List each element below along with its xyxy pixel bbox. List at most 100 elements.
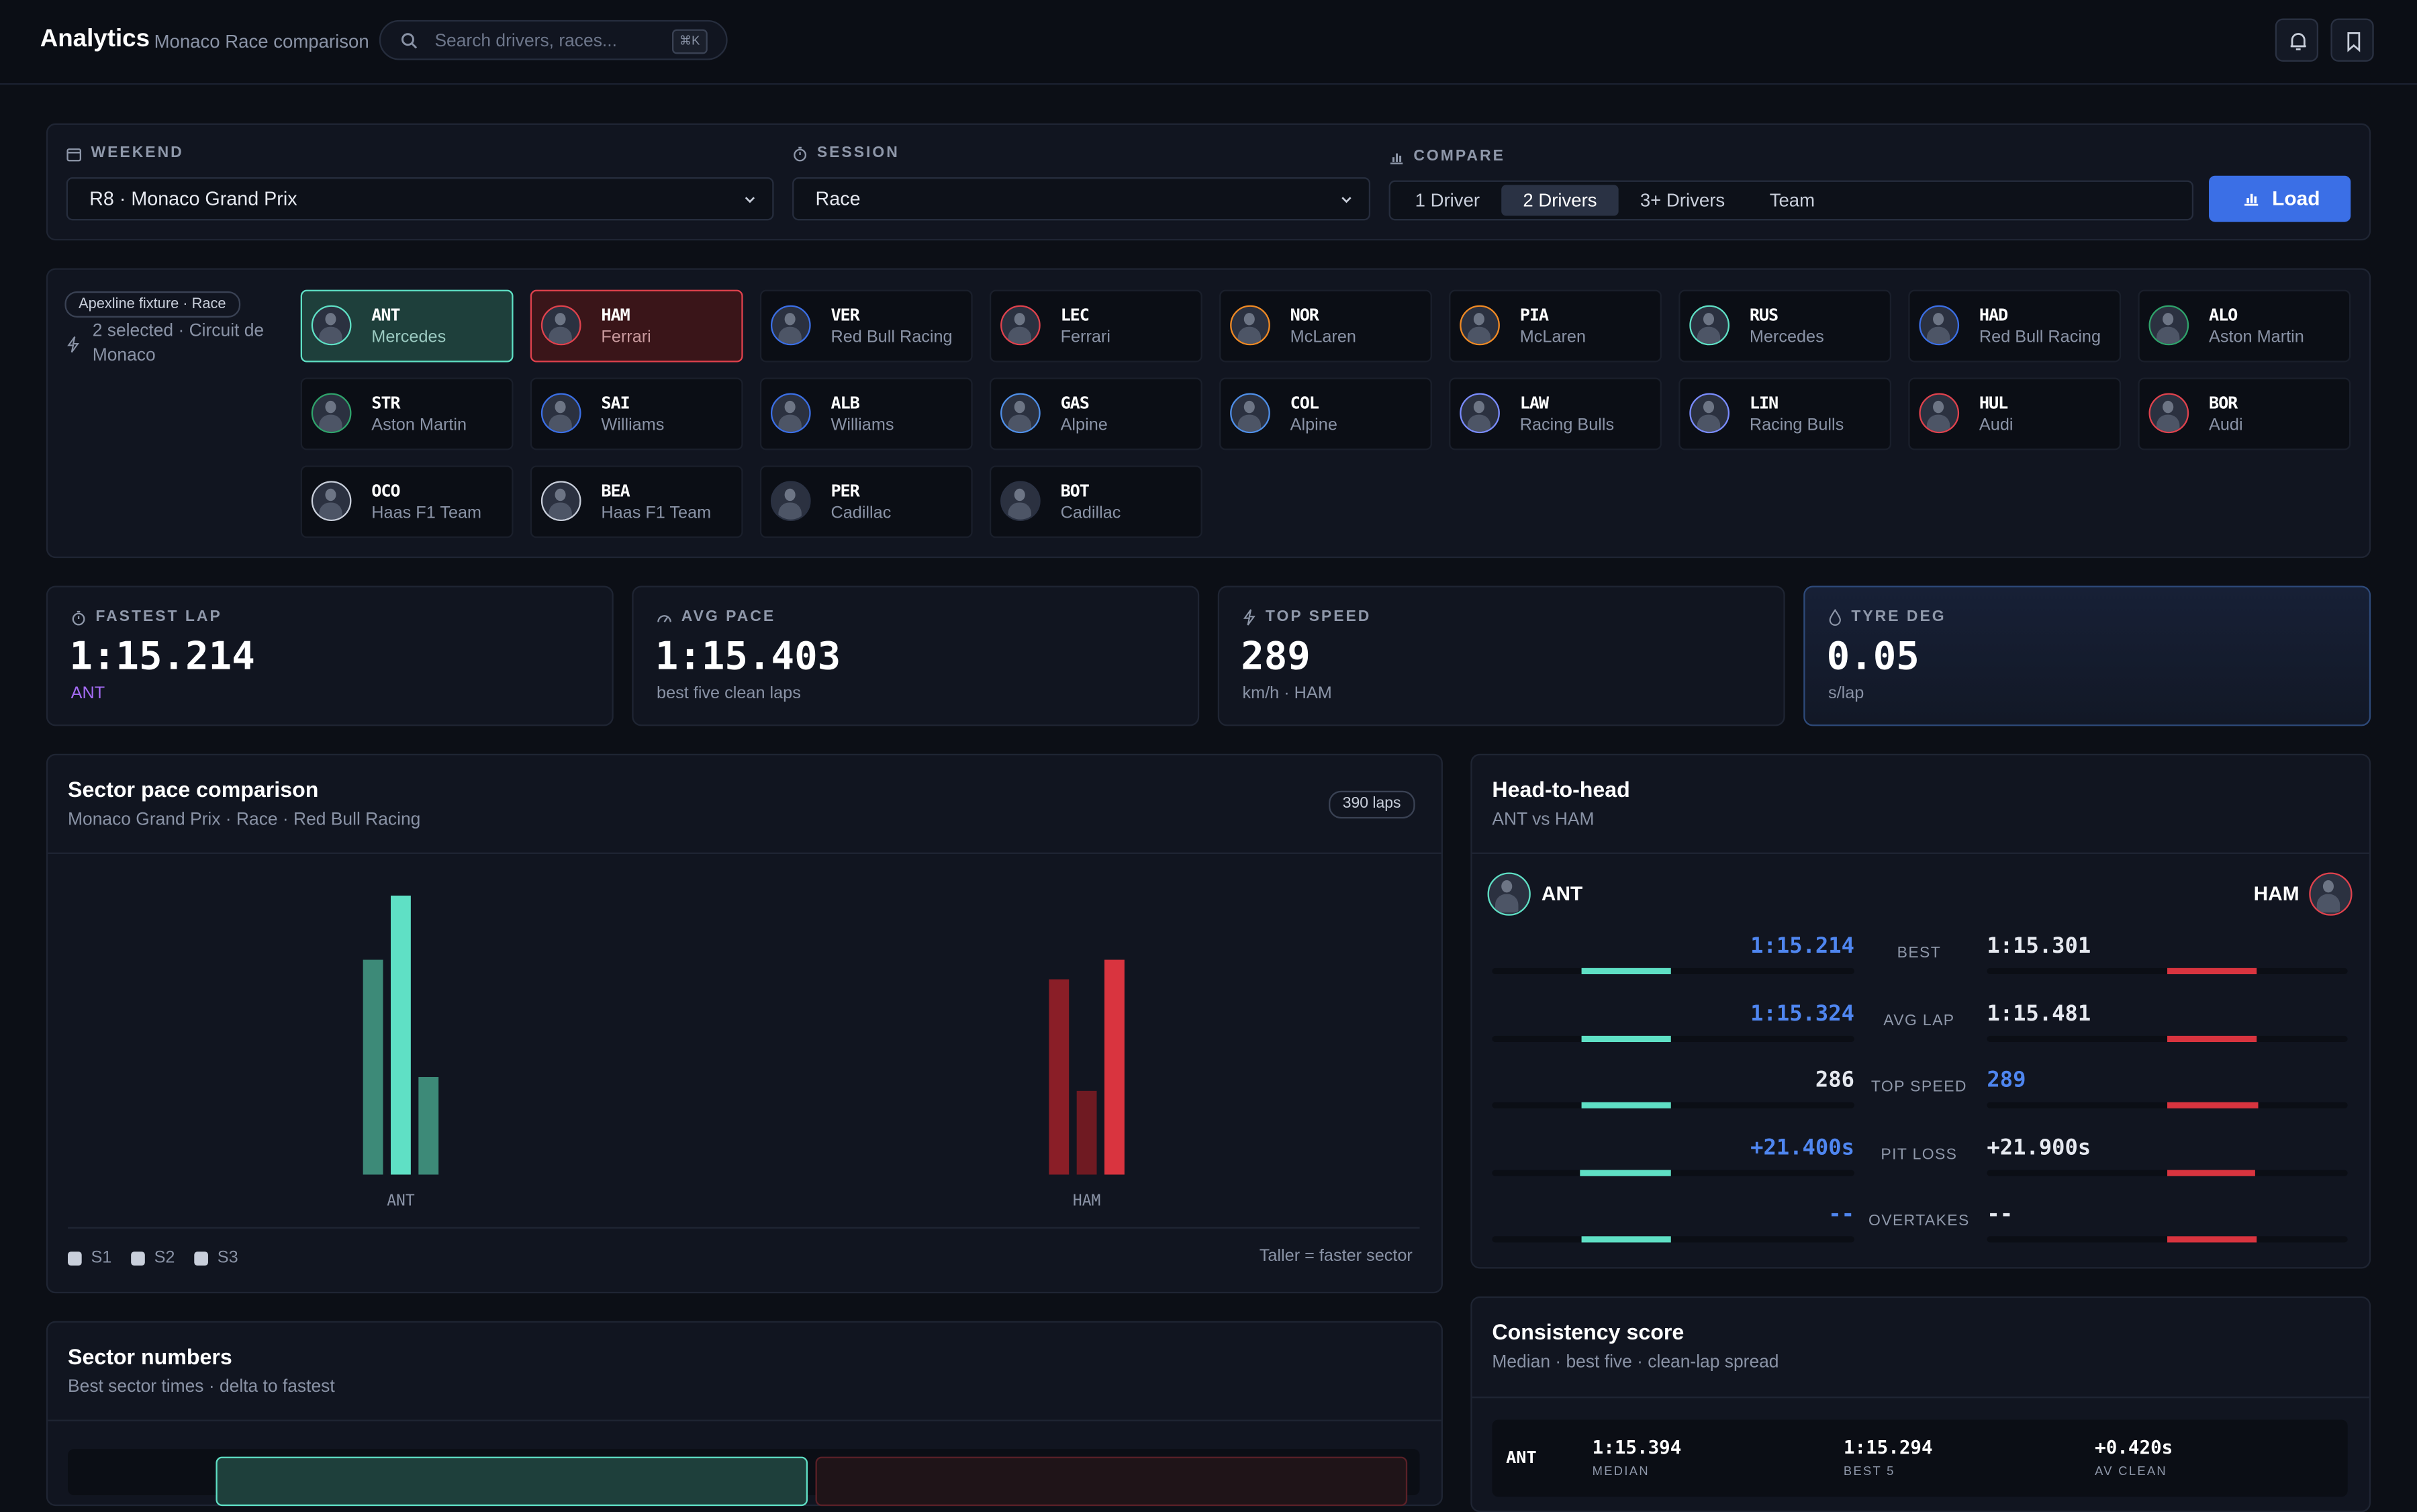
stat-card-top-speed: TOP SPEED 289 km/h · HAM xyxy=(1217,585,1785,726)
driver-card-gas[interactable]: 10 GAS Alpine xyxy=(989,377,1202,451)
h2h-value-a: +21.400s xyxy=(1750,1135,1854,1160)
driver-team: Williams xyxy=(831,416,894,435)
driver-number: 55 xyxy=(566,432,581,433)
h2h-value-b: -- xyxy=(1987,1202,2013,1227)
driver-number: 11 xyxy=(796,520,811,521)
driver-card-per[interactable]: 11 PER Cadillac xyxy=(759,465,973,538)
driver-card-rus[interactable]: 63 RUS Mercedes xyxy=(1678,289,1892,363)
avatar: 16 xyxy=(1000,305,1041,346)
h2h-bar-a xyxy=(1581,967,1671,975)
driver-card-lec[interactable]: 16 LEC Ferrari xyxy=(989,289,1202,363)
sector-numbers-subtitle: Best sector times · delta to fastest xyxy=(68,1378,335,1397)
stat-sub: km/h · HAM xyxy=(1242,684,1332,703)
consistency-best5-label: BEST 5 xyxy=(1843,1464,1895,1478)
driver-team: Red Bull Racing xyxy=(1979,328,2101,347)
driver-team: Haas F1 Team xyxy=(371,504,482,523)
avatar: 5 xyxy=(2148,393,2189,434)
driver-card-pia[interactable]: 81 PIA McLaren xyxy=(1449,289,1662,363)
driver-team: Ferrari xyxy=(1060,328,1110,347)
selection-summary: 2 selected · Circuit de Monaco xyxy=(92,322,265,366)
driver-card-ver[interactable]: 3 VER Red Bull Racing xyxy=(759,289,973,363)
h2h-subtitle: ANT vs HAM xyxy=(1492,810,1595,830)
chart-note: Taller = faster sector xyxy=(1259,1247,1413,1266)
driver-card-bea[interactable]: 87 BEA Haas F1 Team xyxy=(530,465,743,538)
stopwatch-icon xyxy=(794,146,806,161)
driver-card-bor[interactable]: 5 BOR Audi xyxy=(2138,377,2351,451)
avatar: 77 xyxy=(1000,481,1041,522)
weekend-select[interactable]: R8 · Monaco Grand Prix xyxy=(66,177,774,221)
avatar: 63 xyxy=(1689,305,1729,346)
driver-card-ham[interactable]: 44 HAM Ferrari xyxy=(530,289,743,363)
load-button[interactable]: Load xyxy=(2209,175,2351,222)
driver-number: 5 xyxy=(2173,432,2189,433)
stat-card-avg-pace: AVG PACE 1:15.403 best five clean laps xyxy=(632,585,1200,726)
sector-chart-subtitle: Monaco Grand Prix · Race · Red Bull Raci… xyxy=(68,810,421,830)
notifications-button[interactable] xyxy=(2275,18,2319,62)
compare-option-2-drivers[interactable]: 2 Drivers xyxy=(1501,185,1619,216)
compare-option-3-drivers[interactable]: 3+ Drivers xyxy=(1640,189,1725,211)
avatar: 6 xyxy=(1919,305,1960,346)
driver-card-ant[interactable]: 12 ANT Mercedes xyxy=(300,289,514,363)
driver-card-str[interactable]: 18 STR Aston Martin xyxy=(300,377,514,451)
driver-card-bot[interactable]: 77 BOT Cadillac xyxy=(989,465,1202,538)
driver-team: Alpine xyxy=(1060,416,1108,435)
bar-ham-s3 xyxy=(1104,959,1125,1175)
stat-label: TYRE DEG xyxy=(1851,608,1946,626)
driver-card-sai[interactable]: 55 SAI Williams xyxy=(530,377,743,451)
driver-card-hul[interactable]: 27 HUL Audi xyxy=(1908,377,2122,451)
bookmark-button[interactable] xyxy=(2330,18,2374,62)
h2h-metric-label: BEST xyxy=(1897,945,1942,962)
driver-card-oco[interactable]: 31 OCO Haas F1 Team xyxy=(300,465,514,538)
bar-chart-icon xyxy=(2244,193,2259,206)
driver-card-had[interactable]: 6 HAD Red Bull Racing xyxy=(1908,289,2122,363)
driver-card-law[interactable]: 30 LAW Racing Bulls xyxy=(1449,377,1662,451)
driver-team: Mercedes xyxy=(1749,328,1824,347)
driver-code: ALB xyxy=(831,393,859,414)
driver-team: Mercedes xyxy=(371,328,446,347)
driver-code: VER xyxy=(831,305,859,326)
driver-number: 6 xyxy=(1944,344,1959,345)
driver-team: Red Bull Racing xyxy=(831,328,953,347)
driver-code: LEC xyxy=(1060,305,1090,326)
driver-card-alo[interactable]: 14 ALO Aston Martin xyxy=(2138,289,2351,363)
bell-icon xyxy=(2290,33,2306,50)
bolt-icon xyxy=(1243,609,1255,626)
driver-team: Audi xyxy=(2209,416,2243,435)
head-to-head-panel xyxy=(1470,753,2371,1269)
h2h-track-b xyxy=(1987,1102,2348,1108)
search-shortcut: ⌘K xyxy=(671,29,708,54)
h2h-track-b xyxy=(1987,1035,2348,1041)
driver-team: Ferrari xyxy=(601,328,651,347)
search-input[interactable] xyxy=(431,28,669,56)
driver-code: BEA xyxy=(601,481,630,502)
driver-card-nor[interactable]: 1 NOR McLaren xyxy=(1219,289,1432,363)
stat-value: 1:15.403 xyxy=(655,633,841,679)
avatar: 31 xyxy=(311,481,352,522)
bar-ham-s1 xyxy=(1049,979,1070,1175)
avatar: 3 xyxy=(770,305,811,346)
compare-segmented-control: 1 Driver 2 Drivers 3+ Drivers Team xyxy=(1388,180,2194,221)
driver-card-col[interactable]: 43 COL Alpine xyxy=(1219,377,1432,451)
driver-number: 43 xyxy=(1255,432,1270,433)
h2h-track-b xyxy=(1987,1169,2348,1176)
driver-team: Haas F1 Team xyxy=(601,504,712,523)
consistency-spread: +0.420s xyxy=(2095,1436,2173,1458)
driver-card-alb[interactable]: 23 ALB Williams xyxy=(759,377,973,451)
compare-option-team[interactable]: Team xyxy=(1769,189,1815,211)
h2h-track-b xyxy=(1987,1236,2348,1243)
driver-card-lin[interactable]: 41 LIN Racing Bulls xyxy=(1678,377,1892,451)
compare-option-1-driver[interactable]: 1 Driver xyxy=(1415,189,1480,211)
top-bar: Analytics Monaco Race comparison ⌘K xyxy=(0,0,2417,85)
avatar: 55 xyxy=(540,393,581,434)
avatar: 44 xyxy=(540,305,581,346)
driver-code: ALO xyxy=(2209,305,2238,326)
avatar: 10 xyxy=(1000,393,1041,434)
sector-chart-title: Sector pace comparison xyxy=(68,777,319,802)
session-select[interactable]: Race xyxy=(792,177,1371,221)
sector-chart-panel xyxy=(46,753,1443,1294)
driver-number: 16 xyxy=(1025,344,1041,345)
search-box[interactable]: ⌘K xyxy=(379,19,728,60)
avatar: 41 xyxy=(1689,393,1729,434)
driver-code: PER xyxy=(831,481,859,502)
driver-team: McLaren xyxy=(1519,328,1586,347)
